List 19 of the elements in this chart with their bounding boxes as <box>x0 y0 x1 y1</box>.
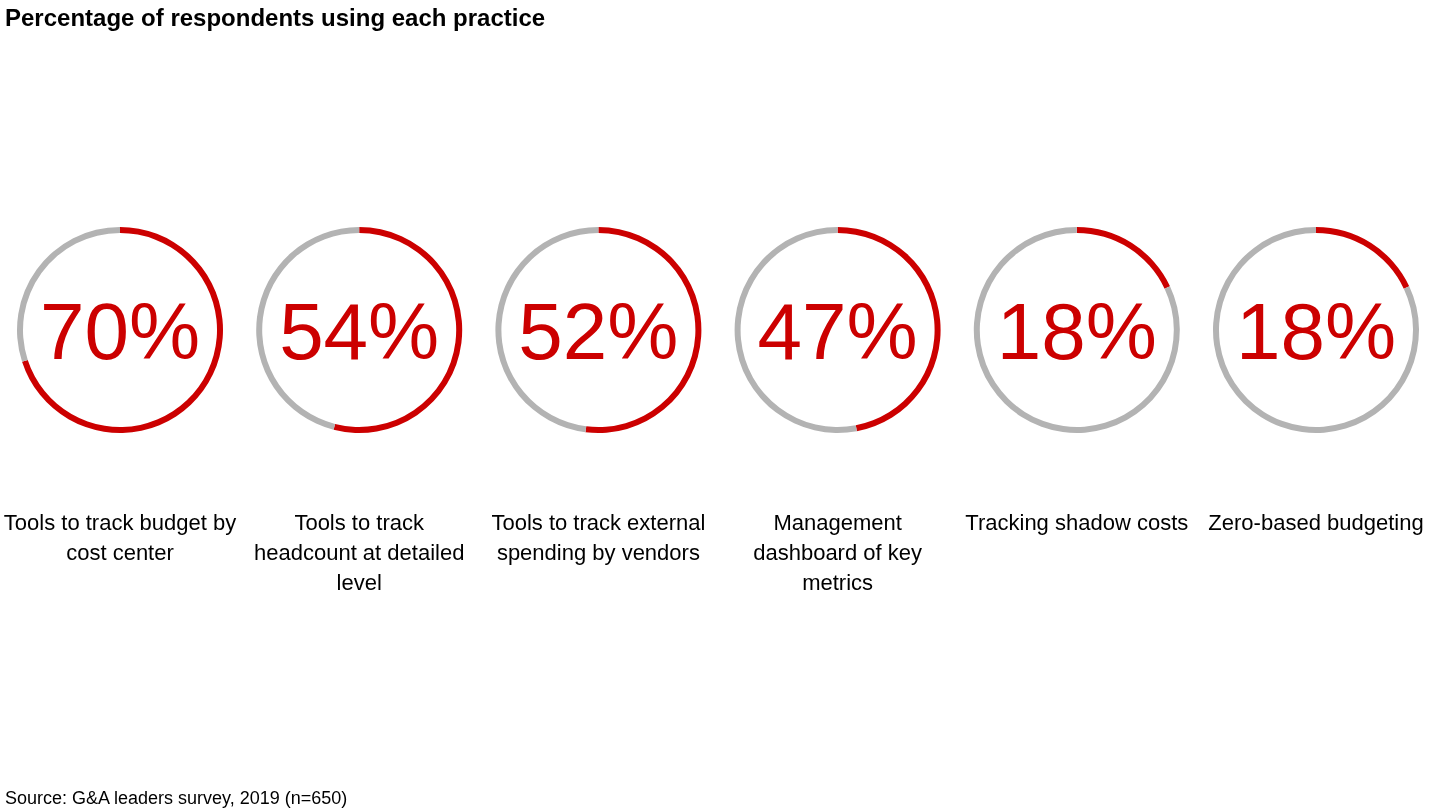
text: Tools to track budget by cost center <box>3 510 237 565</box>
donut-slice <box>1213 227 1419 433</box>
donut-slice <box>22 227 223 433</box>
data-label: 52% <box>518 287 679 376</box>
data-label: 54% <box>279 287 440 376</box>
text: Tools to track external spending by vendors <box>491 510 706 565</box>
source-note: Source: G&A leaders survey, 2019 (n=650) <box>5 788 348 808</box>
text: Percentage of respondents using each practice <box>5 4 546 31</box>
text: Management dashboard of key metrics <box>753 510 922 595</box>
text: Tools to track headcount at detailed level <box>254 510 465 595</box>
donut-slice <box>973 227 1180 433</box>
text: Tracking shadow costs <box>965 510 1189 535</box>
data-label: 18% <box>1235 287 1397 376</box>
text: Zero-based budgeting <box>1208 510 1424 535</box>
data-label: 18% <box>996 287 1157 376</box>
donut-slice <box>1076 227 1170 289</box>
donut-slice <box>1316 227 1410 289</box>
data-label: 70% <box>39 287 201 376</box>
data-label: 47% <box>757 287 918 376</box>
